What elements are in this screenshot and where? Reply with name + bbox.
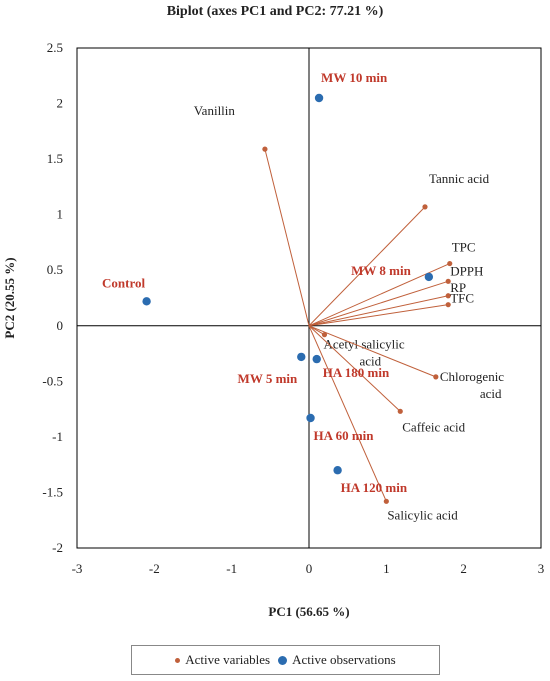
y-tick-label: 1.5 [47, 151, 63, 166]
chart-title: Biplot (axes PC1 and PC2: 77.21 %) [166, 4, 384, 19]
variable-label-vanillin: Vanillin [194, 103, 236, 118]
x-tick-label: -1 [226, 561, 237, 576]
variable-point-dpph [445, 278, 451, 284]
x-tick-label: -2 [149, 561, 160, 576]
y-tick-label: -1.5 [42, 484, 63, 499]
variable-label-salicylic-acid: Salicylic acid [387, 507, 458, 522]
variable-point-vanillin [262, 146, 268, 152]
x-tick-label: 1 [383, 561, 390, 576]
observation-point-mw-10-min [314, 93, 324, 103]
x-tick-label: -3 [72, 561, 83, 576]
observation-label-ha-180-min: HA 180 min [323, 365, 390, 380]
vector-vanillin [264, 148, 310, 326]
x-tick-label: 0 [306, 561, 313, 576]
vector-tfc [308, 304, 449, 327]
observation-label-control: Control [102, 275, 145, 290]
observation-label-ha-120-min: HA 120 min [341, 480, 408, 495]
y-tick-label: 2.5 [47, 40, 63, 55]
x-axis-label: PC1 (56.65 %) [268, 604, 349, 619]
variable-label-tfc: TFC [450, 291, 474, 306]
y-tick-label: -2 [52, 540, 63, 555]
y-axis-label: PC2 (20.55 %) [2, 257, 17, 338]
observation-point-ha-180-min [312, 354, 321, 364]
variable-label-chlorogenic-acid-line2: acid [480, 386, 502, 401]
legend-label-observations: Active observations [292, 652, 396, 667]
vector-caffeic-acid [308, 325, 401, 412]
variable-point-chlorogenic-acid [433, 374, 439, 380]
x-tick-label: 2 [460, 561, 467, 576]
variable-label-rp: RP [450, 280, 466, 295]
observation-point-mw-5-min [297, 352, 306, 362]
vector-chlorogenic-acid [308, 325, 437, 378]
observation-point-ha-60-min [306, 413, 315, 423]
x-tick-label: 3 [538, 561, 545, 576]
variable-point-rp [445, 293, 451, 299]
vector-tannic-acid [308, 206, 426, 327]
y-tick-label: 0 [57, 318, 64, 333]
variable-point-acetyl-salicylic-acid [321, 332, 328, 338]
observation-label-mw-5-min: MW 5 min [238, 371, 298, 386]
vector-salicylic-acid [308, 325, 387, 502]
observation-label-mw-8-min: MW 8 min [351, 263, 411, 278]
variable-label-chlorogenic-acid: Chlorogenic [440, 369, 504, 384]
observation-point-control [142, 297, 151, 306]
y-tick-label: 1 [57, 207, 64, 222]
observation-point-ha-120-min [333, 466, 342, 475]
legend-item-variables: Active variables [175, 652, 270, 668]
variable-point-tpc [447, 260, 453, 267]
variable-label-tpc: TPC [452, 240, 476, 255]
observation-point-mw-8-min [424, 272, 434, 282]
variable-point-caffeic-acid [397, 408, 403, 414]
variable-point-tannic-acid [422, 204, 428, 210]
observation-label-ha-60-min: HA 60 min [314, 428, 375, 443]
legend-label-variables: Active variables [185, 652, 271, 667]
variable-label-acetyl-salicylic-acid: Acetyl salicylic [323, 337, 404, 352]
y-tick-label: -0.5 [42, 373, 63, 388]
y-tick-label: -1 [52, 429, 63, 444]
observation-label-mw-10-min: MW 10 min [321, 70, 388, 85]
legend-marker-observations [278, 655, 288, 665]
legend-item-observations: Active observations [278, 652, 396, 668]
variable-point-tfc [445, 302, 451, 308]
variable-label-caffeic-acid: Caffeic acid [402, 419, 465, 434]
variable-label-dpph: DPPH [450, 263, 483, 278]
variable-label-acetyl-salicylic-acid-line2: acid [359, 354, 381, 369]
y-tick-label: 0.5 [47, 262, 63, 277]
vector-dpph [308, 280, 449, 327]
vector-rp [308, 295, 449, 327]
legend-marker-variables [175, 657, 181, 663]
y-tick-label: 2 [57, 96, 64, 111]
variable-point-salicylic-acid [383, 498, 389, 504]
variable-label-tannic-acid: Tannic acid [429, 171, 490, 186]
legend: Active variables Active observations [131, 645, 440, 675]
